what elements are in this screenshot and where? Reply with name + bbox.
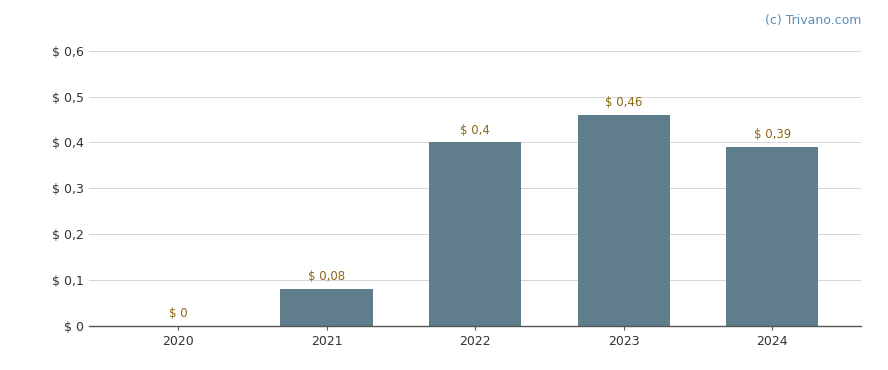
Bar xyxy=(429,142,521,326)
Text: $ 0,46: $ 0,46 xyxy=(605,96,642,110)
Bar xyxy=(577,115,670,326)
Text: $ 0,39: $ 0,39 xyxy=(754,128,791,141)
Text: $ 0,4: $ 0,4 xyxy=(460,124,490,137)
Text: $ 0: $ 0 xyxy=(169,307,187,320)
Bar xyxy=(726,147,818,326)
Bar xyxy=(281,289,373,326)
Text: (c) Trivano.com: (c) Trivano.com xyxy=(765,14,861,27)
Text: $ 0,08: $ 0,08 xyxy=(308,270,345,283)
